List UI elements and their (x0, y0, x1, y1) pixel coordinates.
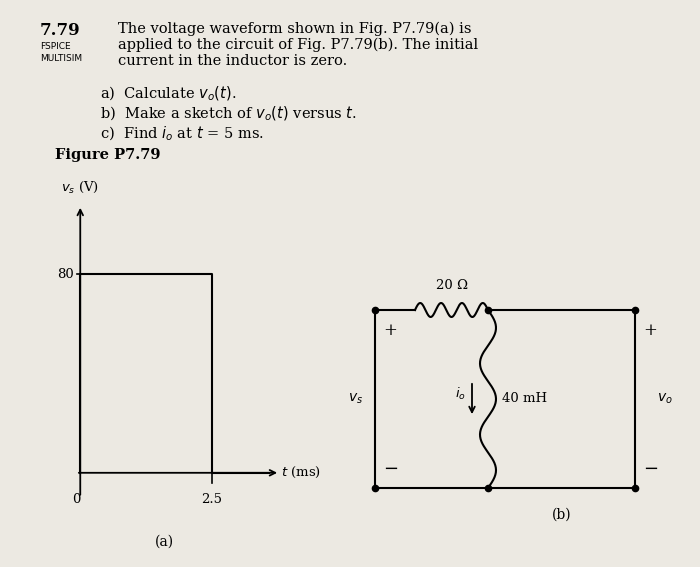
Text: $t$ (ms): $t$ (ms) (281, 466, 321, 480)
Text: 40 mH: 40 mH (502, 392, 547, 405)
Text: +: + (383, 322, 397, 339)
Text: 20 Ω: 20 Ω (437, 279, 468, 292)
Text: applied to the circuit of Fig. P7.79(b). The initial: applied to the circuit of Fig. P7.79(b).… (118, 38, 478, 52)
Text: 2.5: 2.5 (201, 493, 222, 506)
Text: $i_o$: $i_o$ (455, 386, 466, 402)
Text: (b): (b) (552, 508, 571, 522)
Text: The voltage waveform shown in Fig. P7.79(a) is: The voltage waveform shown in Fig. P7.79… (118, 22, 472, 36)
Text: 0: 0 (72, 493, 80, 506)
Text: 7.79: 7.79 (40, 22, 80, 39)
Text: FSPICE: FSPICE (40, 42, 71, 51)
Text: (a): (a) (155, 535, 174, 549)
Text: $v_o$: $v_o$ (657, 392, 673, 406)
Text: 80: 80 (57, 268, 74, 281)
Text: Figure P7.79: Figure P7.79 (55, 148, 160, 162)
Text: c)  Find $i_o$ at $t$ = 5 ms.: c) Find $i_o$ at $t$ = 5 ms. (100, 125, 264, 143)
Text: −: − (643, 460, 658, 478)
Text: a)  Calculate $v_o(t)$.: a) Calculate $v_o(t)$. (100, 85, 237, 103)
Text: $v_s$: $v_s$ (348, 392, 363, 406)
Text: MULTISIM: MULTISIM (40, 54, 82, 63)
Text: b)  Make a sketch of $v_o(t)$ versus $t$.: b) Make a sketch of $v_o(t)$ versus $t$. (100, 105, 357, 124)
Text: −: − (383, 460, 398, 478)
Text: +: + (643, 322, 657, 339)
Text: current in the inductor is zero.: current in the inductor is zero. (118, 54, 347, 68)
Text: $v_s$ (V): $v_s$ (V) (61, 180, 99, 195)
